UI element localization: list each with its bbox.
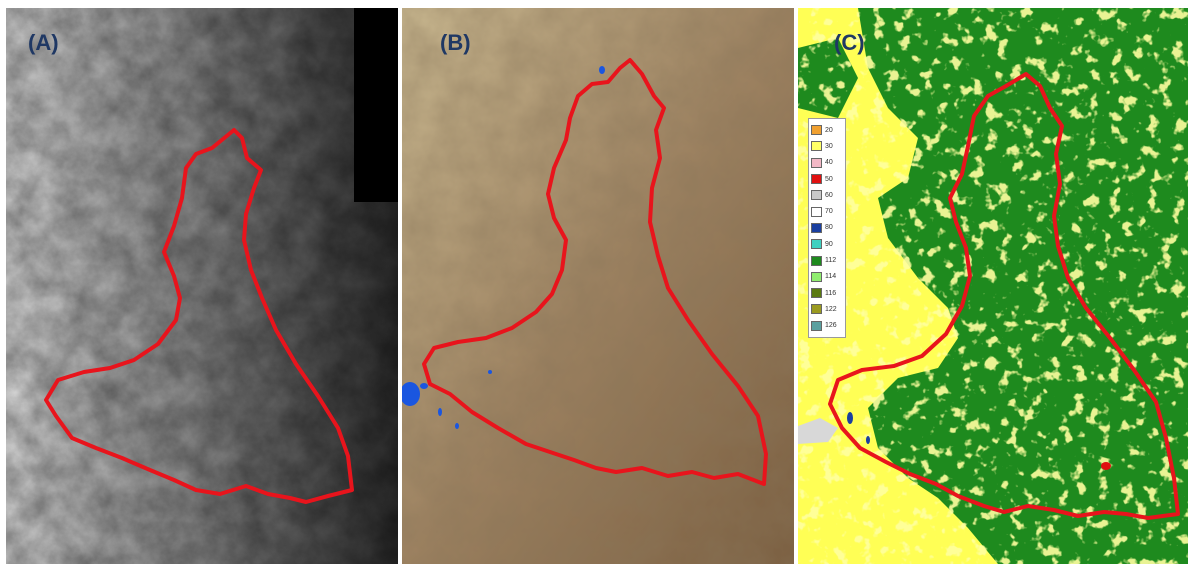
legend-swatch	[811, 206, 822, 217]
legend-label: 50	[825, 175, 833, 183]
dem-relief	[6, 8, 398, 564]
legend-swatch	[811, 190, 822, 201]
water-body	[847, 412, 853, 424]
legend-label: 112	[825, 257, 837, 265]
landcover-map	[798, 8, 1188, 564]
legend-label: 80	[825, 224, 833, 232]
barren-area	[798, 418, 838, 444]
terrain-map	[402, 8, 794, 564]
panel-c-landcover: (C) 20 30 40 50 60 70 80 90 112 114 116 122 126	[798, 8, 1188, 564]
legend-label: 60	[825, 191, 833, 199]
nodata-block	[354, 8, 398, 202]
urban-patch	[1101, 462, 1111, 470]
legend-swatch	[811, 304, 822, 315]
legend-label: 116	[825, 289, 837, 297]
legend-item: 122	[811, 301, 843, 317]
terrain-relief	[402, 8, 794, 564]
legend-swatch	[811, 320, 822, 331]
legend-swatch	[811, 141, 822, 152]
landcover-texture	[798, 8, 1188, 564]
legend-swatch	[811, 288, 822, 299]
watershed-boundary	[422, 58, 768, 486]
legend-label: 114	[825, 273, 837, 281]
panel-a-dem: (A)	[6, 8, 398, 564]
water-body	[438, 408, 442, 416]
legend-label: 40	[825, 159, 833, 167]
water-body	[599, 66, 605, 74]
water-body	[420, 383, 428, 389]
water-body	[455, 423, 459, 429]
watershed-boundary	[44, 128, 354, 504]
panel-b-terrain: (B)	[402, 8, 794, 564]
panel-label-a: (A)	[28, 30, 59, 55]
legend-label: 126	[825, 322, 837, 330]
legend-item: 40	[811, 155, 843, 171]
legend-item: 116	[811, 285, 843, 301]
legend-label: 70	[825, 208, 833, 216]
legend-swatch	[811, 255, 822, 266]
landcover-legend: 20 30 40 50 60 70 80 90 112 114 116 122 126	[808, 118, 846, 338]
legend-label: 90	[825, 240, 833, 248]
legend-swatch	[811, 222, 822, 233]
legend-item: 20	[811, 122, 843, 138]
legend-swatch	[811, 157, 822, 168]
legend-label: 122	[825, 305, 837, 313]
legend-swatch	[811, 239, 822, 250]
legend-swatch	[811, 174, 822, 185]
legend-swatch	[811, 271, 822, 282]
legend-item: 30	[811, 138, 843, 154]
legend-item: 126	[811, 318, 843, 334]
watershed-boundary	[828, 72, 1180, 520]
water-body	[488, 370, 492, 374]
panel-label-b: (B)	[440, 30, 471, 55]
water-body	[866, 436, 870, 444]
legend-item: 112	[811, 252, 843, 268]
dem-map	[6, 8, 398, 564]
legend-swatch	[811, 125, 822, 136]
legend-item: 60	[811, 187, 843, 203]
legend-item: 90	[811, 236, 843, 252]
legend-item: 70	[811, 203, 843, 219]
legend-item: 114	[811, 269, 843, 285]
panel-label-c: (C)	[834, 30, 865, 55]
legend-label: 30	[825, 142, 833, 150]
water-body	[402, 382, 420, 406]
legend-item: 50	[811, 171, 843, 187]
legend-label: 20	[825, 126, 833, 134]
legend-item: 80	[811, 220, 843, 236]
